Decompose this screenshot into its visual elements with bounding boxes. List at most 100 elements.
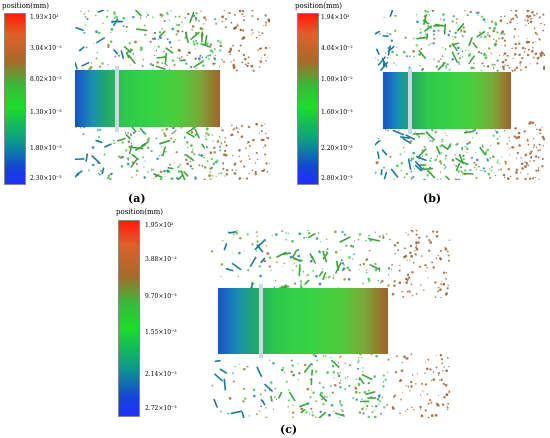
particle xyxy=(515,168,517,170)
particle xyxy=(246,233,249,236)
particle xyxy=(238,251,241,255)
fragment xyxy=(130,146,144,150)
particle xyxy=(486,158,489,160)
particle xyxy=(329,385,332,387)
particle xyxy=(514,28,517,31)
particle xyxy=(126,157,130,160)
particle xyxy=(500,45,502,47)
particle xyxy=(412,151,415,155)
particle xyxy=(247,62,250,65)
particle xyxy=(441,358,444,361)
particle xyxy=(394,371,398,374)
particle xyxy=(198,20,200,22)
particle xyxy=(471,137,474,139)
particle xyxy=(259,60,263,63)
particle xyxy=(489,176,492,179)
fragment xyxy=(278,391,283,399)
particle xyxy=(246,64,249,68)
particle xyxy=(482,167,485,170)
particle xyxy=(529,177,532,180)
fragment xyxy=(130,158,138,168)
particle xyxy=(394,252,396,255)
particle xyxy=(241,37,245,40)
particle xyxy=(206,160,209,162)
simulation-scene xyxy=(375,10,545,180)
particle xyxy=(451,158,455,162)
particle xyxy=(516,151,519,155)
particle xyxy=(367,279,371,283)
fragment xyxy=(459,160,469,166)
particle xyxy=(96,52,98,54)
particle xyxy=(452,15,455,18)
particle xyxy=(405,357,408,360)
fragment xyxy=(128,144,133,155)
particle xyxy=(454,178,457,180)
particle xyxy=(138,130,140,133)
particle xyxy=(541,157,544,160)
particle xyxy=(480,52,483,55)
particle xyxy=(424,409,427,412)
fragment xyxy=(264,383,273,392)
fragment xyxy=(97,10,105,13)
particle xyxy=(283,262,286,265)
particle xyxy=(207,54,210,57)
particle xyxy=(520,162,524,165)
particle xyxy=(205,42,209,45)
particle xyxy=(496,69,499,72)
particle xyxy=(383,166,385,169)
particle xyxy=(519,62,521,64)
particle xyxy=(292,373,295,377)
particle xyxy=(237,230,239,232)
particle xyxy=(409,259,411,261)
particle xyxy=(241,61,244,64)
particle xyxy=(322,355,325,357)
particle xyxy=(344,377,347,380)
particle xyxy=(132,131,136,134)
particle-field xyxy=(210,230,450,418)
particle xyxy=(219,44,223,48)
particle xyxy=(256,240,259,243)
particle xyxy=(306,273,309,276)
particle xyxy=(536,33,539,36)
particle xyxy=(479,31,481,34)
fragment xyxy=(270,395,273,402)
particle xyxy=(461,34,464,37)
fragment xyxy=(308,232,316,239)
particle xyxy=(170,137,173,140)
particle xyxy=(386,371,389,373)
particle xyxy=(410,170,413,173)
particle xyxy=(354,387,358,390)
particle xyxy=(354,385,356,388)
colorbar-title: position(mm) xyxy=(2,2,50,10)
particle xyxy=(541,126,543,128)
particle xyxy=(242,53,246,57)
particle xyxy=(407,276,411,279)
particle xyxy=(311,389,313,391)
particle xyxy=(338,356,341,359)
particle xyxy=(424,372,426,374)
particle xyxy=(412,165,414,167)
particle xyxy=(358,269,360,271)
particle xyxy=(242,29,245,32)
particle xyxy=(475,151,477,153)
particle xyxy=(481,145,484,148)
particle xyxy=(269,162,270,164)
fragment xyxy=(241,411,245,418)
particle xyxy=(434,281,437,284)
particle xyxy=(501,30,504,33)
particle xyxy=(536,56,540,60)
particle xyxy=(395,53,399,57)
particle xyxy=(242,400,245,403)
workpiece-block xyxy=(218,288,388,354)
particle xyxy=(135,169,139,173)
particle xyxy=(354,240,356,242)
particle xyxy=(529,160,531,162)
particle xyxy=(509,154,511,156)
particle xyxy=(523,130,526,133)
particle xyxy=(250,28,253,31)
particle xyxy=(256,250,258,252)
panel-a: position(mm) 1.93×10² 3.04×10⁻² 8.02×10⁻… xyxy=(0,0,275,210)
particle xyxy=(502,173,506,177)
particle xyxy=(524,51,526,53)
fragment xyxy=(91,155,101,164)
